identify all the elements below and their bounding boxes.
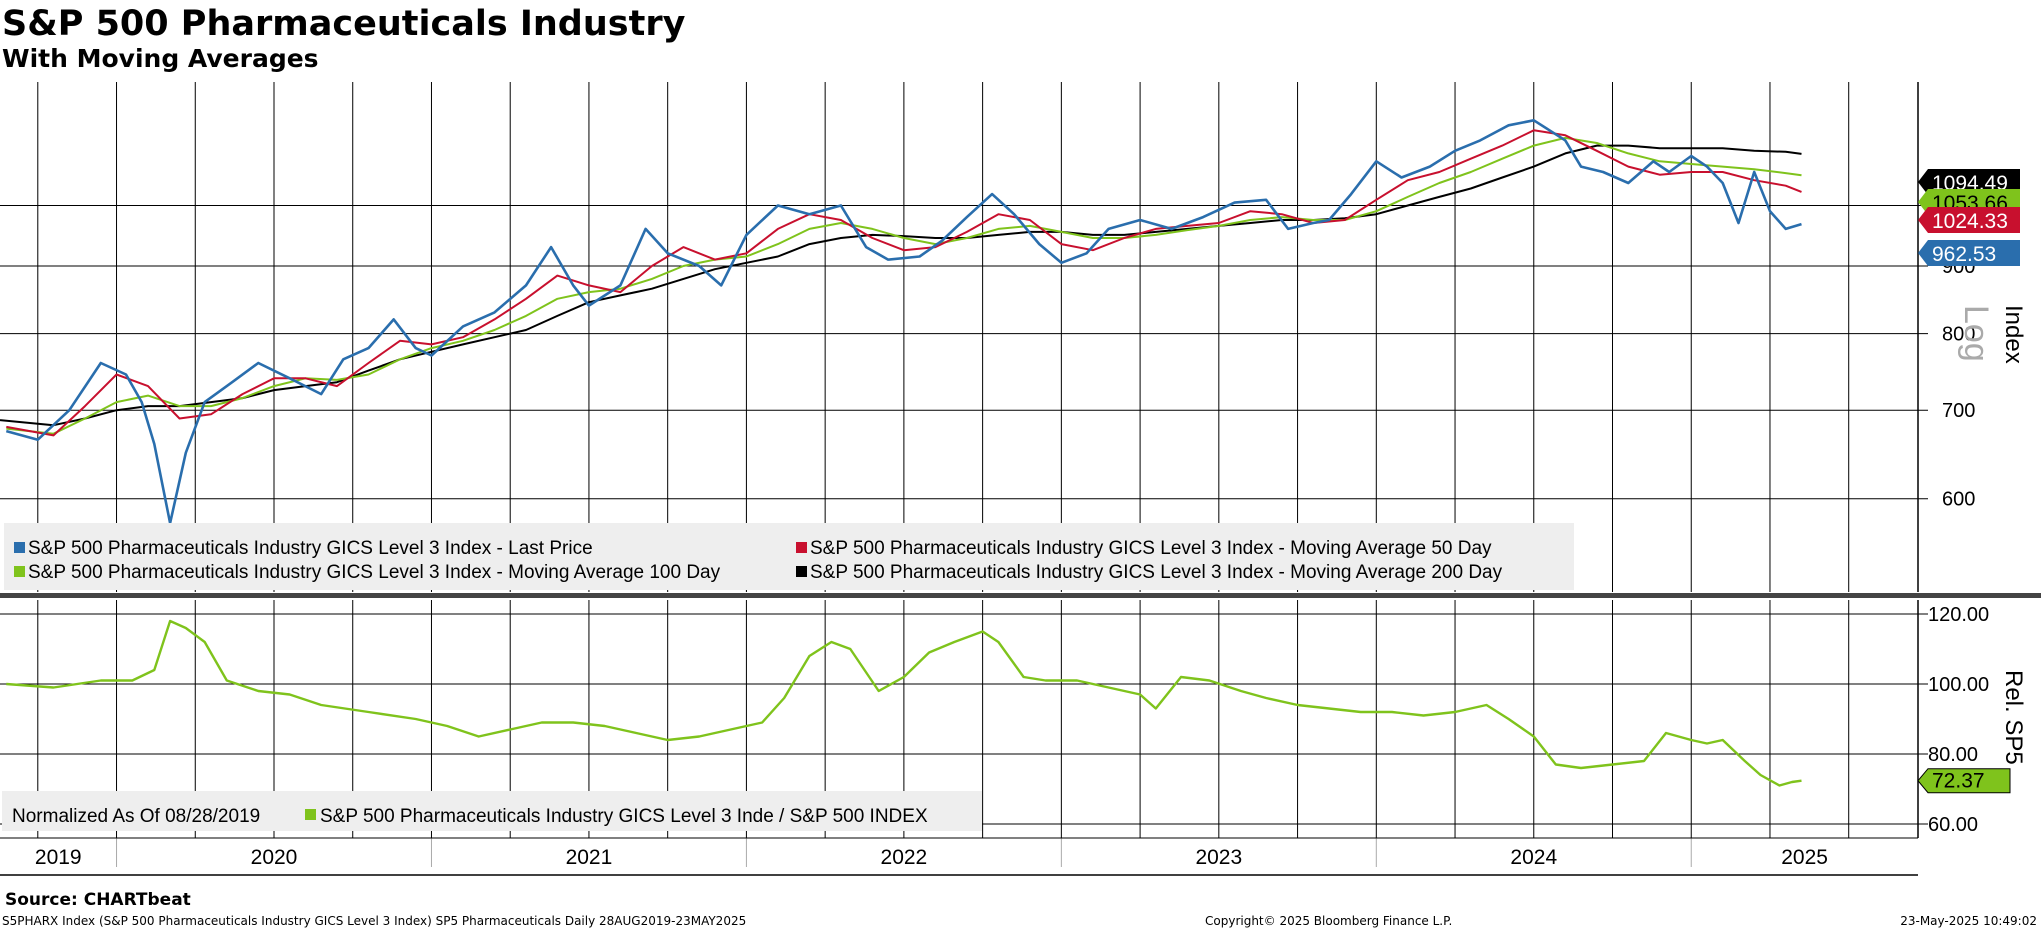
upper-y-tick-label: 800 [1942, 324, 1975, 346]
series-line-ma50 [6, 129, 1802, 437]
legend-swatch-ma50 [796, 542, 807, 553]
legend-background [4, 523, 1574, 590]
legend-swatch-ma100 [14, 566, 25, 577]
legend-swatch-ma200 [796, 566, 807, 577]
upper-legend: S&P 500 Pharmaceuticals Industry GICS Le… [4, 523, 1574, 590]
tag-value: 962.53 [1932, 243, 1996, 266]
legend-swatch-price [14, 542, 25, 553]
x-year-label: 2024 [1510, 846, 1557, 869]
tag-value: 72.37 [1932, 770, 1985, 793]
upper-y-tick-label: 600 [1942, 489, 1975, 511]
series-line-relative [6, 619, 1802, 787]
legend-label-ma50: S&P 500 Pharmaceuticals Industry GICS Le… [810, 538, 1492, 559]
panel-separator [0, 593, 2041, 598]
tag-shape [1918, 169, 2020, 195]
x-year-label: 2019 [35, 846, 82, 869]
footer-timestamp: 23-May-2025 10:49:02 [1900, 914, 2037, 928]
x-year-label: 2021 [566, 846, 613, 869]
lower-y-tick-label: 80.00 [1928, 744, 1978, 766]
lower-y-tick-label: 120.00 [1928, 604, 1989, 626]
footer-copyright: Copyright© 2025 Bloomberg Finance L.P. [1205, 914, 1453, 928]
scale-label: Log [1957, 305, 1995, 362]
source-label: Source: CHARTbeat [5, 890, 191, 910]
chart-subtitle: With Moving Averages [2, 44, 319, 73]
lower-legend: Normalized As Of 08/28/2019 S&P 500 Pharm… [2, 791, 982, 831]
last-value-tag-relative: 72.37 [1917, 768, 2011, 794]
footer-description: S5PHARX Index (S&P 500 Pharmaceuticals I… [2, 914, 747, 928]
series-line-price [5, 119, 1802, 525]
legend-swatch-relative [305, 809, 316, 820]
series-line-ma200 [0, 144, 1802, 427]
x-year-label: 2023 [1195, 846, 1242, 869]
upper-plot-area [0, 82, 1918, 592]
series-line-ma100 [6, 136, 1802, 435]
last-value-tag-ma50: 1024.33 [1918, 207, 2020, 233]
upper-y-tick-label: 700 [1942, 400, 1975, 422]
legend-background [2, 791, 982, 831]
chart-title: S&P 500 Pharmaceuticals Industry [2, 4, 686, 44]
legend-label-relative: S&P 500 Pharmaceuticals Industry GICS Le… [320, 806, 928, 827]
x-year-label: 2025 [1781, 846, 1828, 869]
lower-y-tick-label: 100.00 [1928, 674, 1989, 696]
lower-axis-title: Rel. SP5 [2000, 670, 2027, 765]
upper-axis-title: Index [2000, 305, 2027, 364]
legend-normalized-note: Normalized As Of 08/28/2019 [12, 806, 260, 827]
x-year-label: 2022 [881, 846, 928, 869]
tag-shape [1918, 240, 2020, 266]
tag-shape [1918, 207, 2020, 233]
legend-label-ma100: S&P 500 Pharmaceuticals Industry GICS Le… [28, 562, 721, 583]
legend-label-price: S&P 500 Pharmaceuticals Industry GICS Le… [28, 538, 593, 559]
lower-y-tick-label: 60.00 [1928, 814, 1978, 836]
x-year-label: 2020 [251, 846, 298, 869]
tag-shape [1917, 768, 2011, 794]
tag-value: 1024.33 [1932, 210, 2008, 233]
last-value-tag-price: 962.53 [1918, 240, 2020, 266]
legend-label-ma200: S&P 500 Pharmaceuticals Industry GICS Le… [810, 562, 1503, 583]
